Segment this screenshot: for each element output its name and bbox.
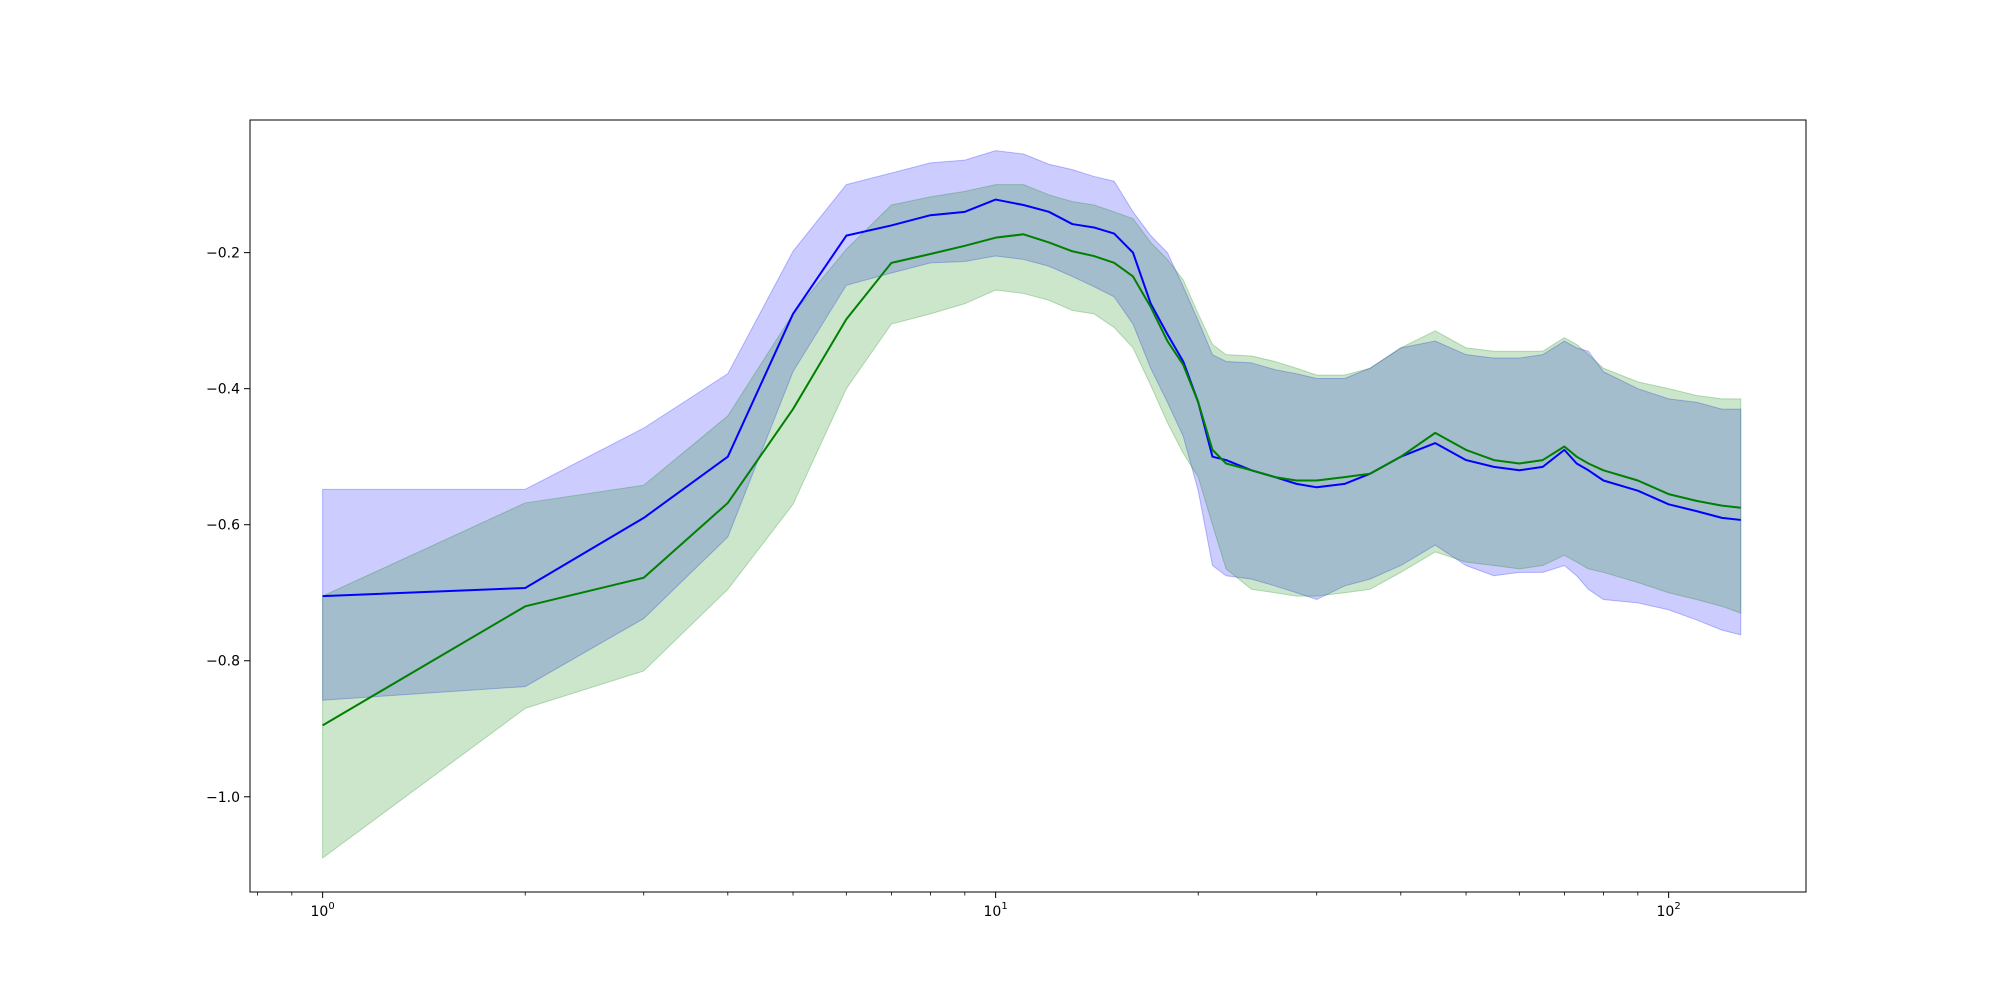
x-axis: 100 101 102 — [256, 892, 1681, 920]
series-1-line — [322, 233, 1741, 727]
y-tick-label: −0.6 — [206, 518, 240, 534]
y-tick-label: −1.0 — [206, 790, 240, 806]
y-tick-label: −0.2 — [206, 246, 240, 262]
series-0-line — [322, 198, 1741, 598]
y-tick-label: −0.8 — [206, 654, 240, 670]
confidence-bands — [322, 150, 1742, 859]
series-lines — [322, 198, 1741, 727]
y-axis: −1.0 −0.8 −0.6 −0.4 −0.2 — [206, 246, 250, 806]
series-0-band — [322, 150, 1742, 701]
series-1-band — [322, 184, 1742, 859]
x-tick-label: 100 — [311, 901, 335, 920]
y-tick-label: −0.4 — [206, 382, 240, 398]
plot-frame — [249, 119, 1807, 893]
x-tick-label: 102 — [1657, 901, 1681, 920]
x-tick-label: 101 — [984, 901, 1008, 920]
